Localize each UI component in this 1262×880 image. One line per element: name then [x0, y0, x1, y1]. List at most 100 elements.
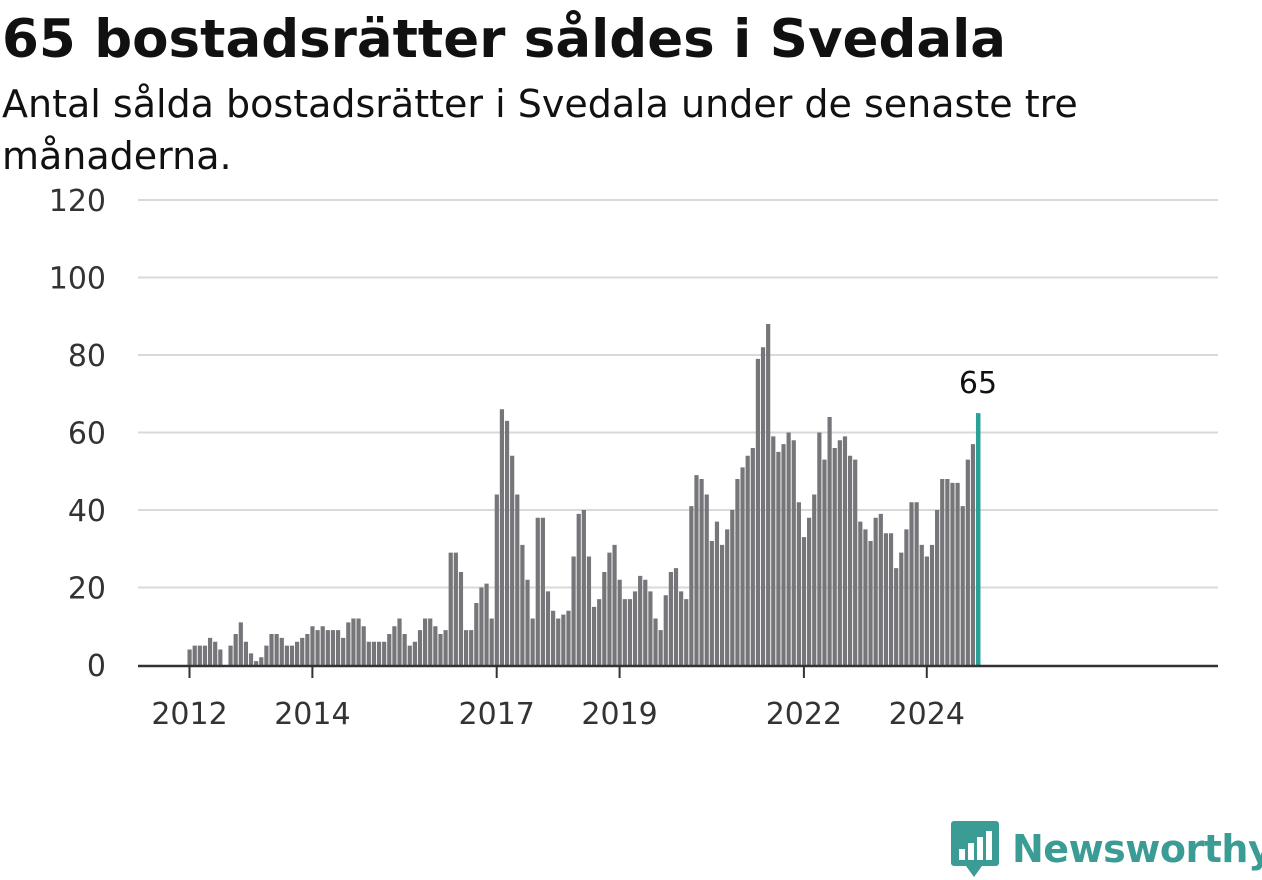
bar [699, 479, 704, 665]
bar [970, 444, 976, 665]
bar [704, 494, 709, 665]
bar [935, 510, 940, 665]
y-tick-label: 40 [68, 494, 106, 529]
bar [607, 552, 612, 665]
bar [269, 634, 274, 665]
bar [315, 630, 320, 665]
bar [187, 649, 192, 665]
bar [581, 510, 586, 665]
bar [438, 634, 443, 665]
bar [822, 459, 827, 665]
bar [489, 618, 494, 665]
bar [612, 544, 617, 665]
bar [259, 657, 264, 665]
y-axis-labels: 0 20 40 60 80 100 120 [49, 184, 106, 684]
bar [535, 517, 540, 665]
bar [479, 587, 484, 665]
bar [940, 479, 945, 665]
bar [320, 626, 325, 665]
bar [423, 618, 428, 665]
bar [361, 626, 366, 665]
bar [218, 649, 223, 665]
bar [771, 436, 776, 665]
chart-subtitle: Antal sålda bostadsrätter i Svedala unde… [2, 82, 1078, 178]
bar [602, 572, 607, 665]
bar [197, 645, 202, 665]
bar [540, 517, 545, 665]
bar [213, 641, 218, 665]
bar-highlight [975, 413, 981, 665]
bar [279, 637, 284, 665]
bar [341, 637, 346, 665]
bar [561, 614, 566, 665]
bar [295, 641, 300, 665]
x-tick-label: 2024 [889, 697, 965, 732]
bar [233, 634, 238, 665]
bar [484, 583, 489, 665]
bar [766, 324, 771, 665]
bar [853, 459, 858, 665]
bar [520, 544, 525, 665]
bar [929, 544, 935, 665]
gridlines [138, 199, 1218, 589]
bar [807, 517, 812, 665]
bar [530, 618, 535, 665]
bar [847, 455, 853, 665]
bar [817, 432, 822, 665]
bar [382, 641, 387, 665]
bar [730, 510, 735, 665]
bar [335, 630, 341, 665]
bar [545, 591, 551, 665]
bar [453, 552, 458, 665]
x-tick-label: 2012 [151, 697, 227, 732]
bar [248, 653, 254, 665]
bar [863, 529, 868, 665]
bar [965, 459, 970, 665]
bar [878, 513, 883, 665]
bar [510, 455, 515, 665]
bar [658, 630, 663, 665]
bar [494, 494, 499, 665]
bar [330, 630, 336, 665]
bar [694, 475, 699, 665]
y-tick-label: 0 [87, 649, 106, 684]
bar [684, 599, 689, 665]
chart-title: 65 bostadsrätter såldes i Svedala [2, 9, 1007, 70]
bar [264, 645, 269, 665]
last-value-label: 65 [959, 366, 997, 401]
bar [351, 618, 356, 665]
bar [397, 618, 402, 665]
bar [873, 517, 878, 665]
bar [428, 618, 433, 665]
bar [719, 544, 725, 665]
bar [474, 603, 479, 665]
bar [653, 618, 658, 665]
bar [796, 502, 801, 665]
bar [515, 494, 520, 665]
bar [883, 533, 889, 665]
bar [504, 420, 510, 665]
bar [591, 606, 597, 665]
bar [791, 440, 796, 665]
bar [668, 572, 673, 665]
bar [673, 568, 679, 665]
bar [289, 645, 295, 665]
bar [463, 630, 469, 665]
y-tick-label: 120 [49, 184, 106, 219]
bar [356, 618, 361, 665]
bar [735, 479, 740, 665]
bar [750, 448, 755, 665]
bar [725, 529, 730, 665]
bar [284, 645, 289, 665]
bar [755, 358, 761, 665]
bar [412, 641, 417, 665]
bar [274, 634, 279, 665]
bar [238, 622, 243, 665]
bar [243, 641, 249, 665]
bar [632, 591, 638, 665]
bar [812, 494, 817, 665]
bar [366, 641, 371, 665]
brand-logo: Newsworthy [950, 818, 1262, 880]
bar [919, 544, 924, 665]
